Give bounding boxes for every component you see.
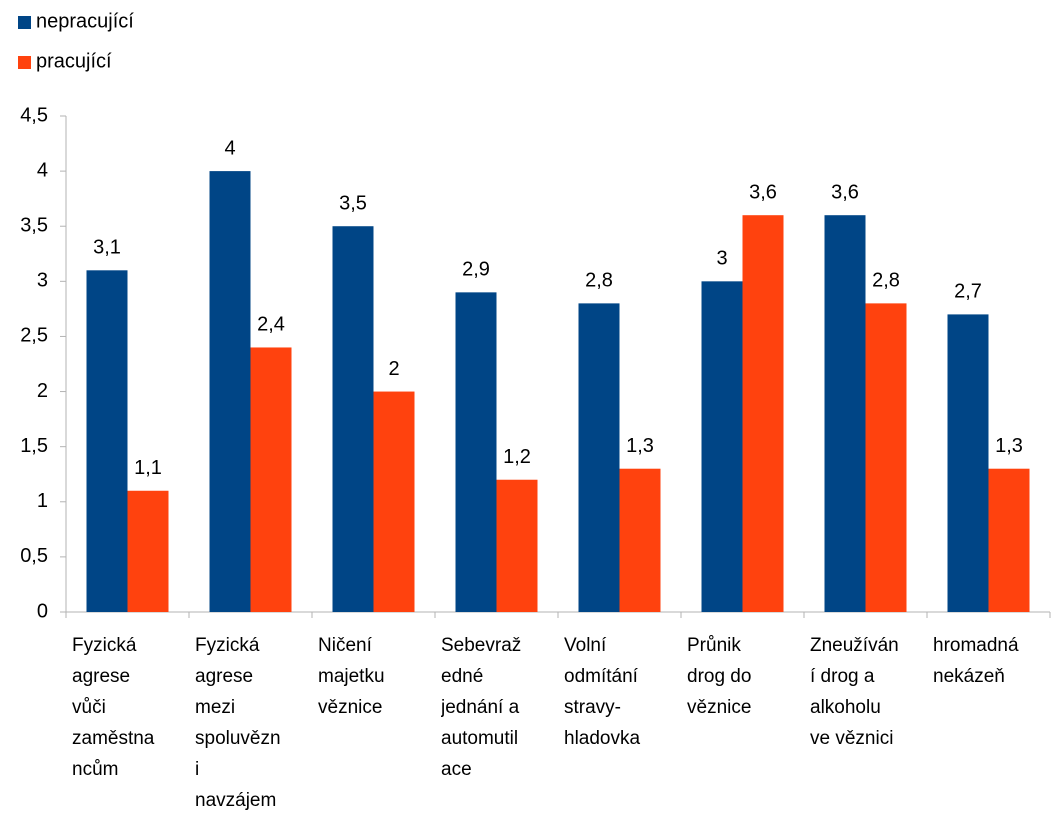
bar xyxy=(209,171,251,612)
bar xyxy=(578,303,620,612)
x-tick-label-box: Průnik drog do věznice xyxy=(687,635,752,718)
x-tick-label-box: Zneužíván í drog a alkoholu ve věznici xyxy=(810,635,899,749)
bar xyxy=(332,226,374,612)
x-tick-label-box: Ničení majetku věznice xyxy=(318,635,385,718)
y-tick-label: 2 xyxy=(37,380,48,402)
bar xyxy=(373,391,415,612)
x-tick-label-box: Fyzická agrese vůči zaměstna ncům xyxy=(72,635,155,780)
bar xyxy=(619,468,661,612)
y-tick-label: 1,5 xyxy=(20,435,48,457)
y-tick-label: 3,5 xyxy=(20,215,48,237)
y-tick-label: 0,5 xyxy=(20,545,48,567)
x-tick-label-box: Fyzická agrese mezi spoluvězn i navzájem xyxy=(195,635,281,811)
x-tick-label: Fyzická agrese vůči zaměstna ncům xyxy=(72,635,155,780)
x-tick-label-box: hromadná nekázeň xyxy=(933,635,1019,687)
legend-swatch xyxy=(18,16,31,29)
value-label: 1,2 xyxy=(503,446,531,468)
value-label: 4 xyxy=(224,137,235,159)
y-tick-label: 4,5 xyxy=(20,104,48,126)
y-tick-label: 3 xyxy=(37,270,48,292)
x-tick-label: Ničení majetku věznice xyxy=(318,635,385,718)
x-tick-label: hromadná nekázeň xyxy=(933,635,1019,687)
value-label: 1,3 xyxy=(626,435,654,457)
bar xyxy=(496,479,538,612)
bar xyxy=(742,215,784,612)
legend-swatch xyxy=(18,56,31,69)
legend-label: pracující xyxy=(36,50,112,72)
x-tick-label: Fyzická agrese mezi spoluvězn i navzájem xyxy=(195,635,281,811)
x-tick-label-box: Sebevraž edné jednání a automutil ace xyxy=(441,635,522,780)
bar xyxy=(988,468,1030,612)
x-tick-label-box: Volní odmítání stravy- hladovka xyxy=(564,635,641,749)
value-label: 3,6 xyxy=(749,181,777,203)
y-tick-label: 1 xyxy=(37,490,48,512)
bar xyxy=(947,314,989,612)
value-label: 3 xyxy=(716,248,727,270)
value-label: 2,7 xyxy=(954,281,982,303)
value-label: 3,6 xyxy=(831,181,859,203)
x-tick-label: Zneužíván í drog a alkoholu ve věznici xyxy=(810,635,899,749)
bar xyxy=(250,347,292,612)
x-tick-label: Sebevraž edné jednání a automutil ace xyxy=(441,635,522,780)
y-tick-label: 2,5 xyxy=(20,325,48,347)
legend-label: nepracující xyxy=(36,10,134,32)
value-label: 2,8 xyxy=(585,270,613,292)
x-tick-label: Volní odmítání stravy- hladovka xyxy=(564,635,641,749)
bar xyxy=(127,490,169,612)
bar xyxy=(86,270,128,612)
bar xyxy=(455,292,497,612)
value-label: 2 xyxy=(388,358,399,380)
bar xyxy=(824,215,866,612)
bar xyxy=(865,303,907,612)
value-label: 3,1 xyxy=(93,237,121,259)
value-label: 3,5 xyxy=(339,193,367,215)
x-tick-label: Průnik drog do věznice xyxy=(687,635,752,718)
value-label: 2,9 xyxy=(462,259,490,281)
y-tick-label: 0 xyxy=(37,600,48,622)
value-label: 1,1 xyxy=(134,457,162,479)
value-label: 2,4 xyxy=(257,314,285,336)
bar xyxy=(701,281,743,612)
y-tick-label: 4 xyxy=(37,159,48,181)
value-label: 1,3 xyxy=(995,435,1023,457)
value-label: 2,8 xyxy=(872,270,900,292)
